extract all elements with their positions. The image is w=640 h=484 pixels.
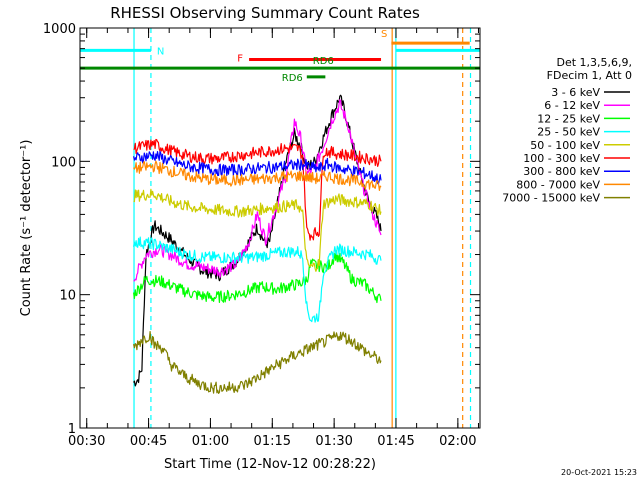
- legend-header-line2: FDecim 1, Att 0: [547, 69, 632, 82]
- y-tick-label-2: 100: [51, 155, 76, 170]
- plot-area: N F S RD6 RD6: [80, 28, 480, 428]
- x-tick-label-5: 01:45: [377, 434, 414, 449]
- annotation-label-2: S: [381, 29, 387, 40]
- legend-label-2: 12 - 25 keV: [537, 112, 600, 125]
- series-line-7: [133, 160, 382, 191]
- axes: 1 10 100 1000 00:30 00:45 01:00 01:15 01:30 01:45…: [43, 22, 480, 449]
- legend-label-7: 800 - 7000 keV: [516, 178, 600, 191]
- x-axis-label: Start Time (12-Nov-12 00:28:22): [164, 457, 376, 472]
- series-line-5: [133, 138, 382, 241]
- y-axis-label: Count Rate (s⁻¹ detector⁻¹): [19, 140, 34, 317]
- footer-timestamp: 20-Oct-2021 15:23: [561, 468, 637, 477]
- x-tick-label-0: 00:30: [68, 434, 105, 449]
- legend-label-4: 50 - 100 keV: [530, 139, 600, 152]
- y-tick-label-3: 1000: [43, 22, 76, 37]
- series-line-3: [133, 236, 382, 323]
- series-line-6: [133, 150, 382, 185]
- annotation-label-4: RD6: [282, 73, 303, 84]
- legend-label-5: 100 - 300 keV: [523, 152, 600, 165]
- legend-label-8: 7000 - 15000 keV: [502, 192, 600, 205]
- series-line-0: [133, 94, 382, 387]
- x-tick-label-3: 01:15: [254, 434, 291, 449]
- legend-label-6: 300 - 800 keV: [523, 165, 600, 178]
- y-tick-label-1: 10: [59, 289, 76, 304]
- legend-header-line1: Det 1,3,5,6,9,: [556, 56, 632, 69]
- legend-label-3: 25 - 50 keV: [537, 126, 600, 139]
- series-line-2: [133, 250, 382, 304]
- x-tick-label-1: 00:45: [130, 434, 167, 449]
- chart-title: RHESSI Observing Summary Count Rates: [110, 4, 420, 22]
- annotation-label-1: F: [237, 54, 243, 65]
- y-tick-label-0: 1: [68, 422, 76, 437]
- x-tick-label-4: 01:30: [315, 434, 352, 449]
- series-line-4: [133, 188, 382, 272]
- legend-label-0: 3 - 6 keV: [551, 86, 600, 99]
- legend-label-1: 6 - 12 keV: [544, 99, 600, 112]
- annotation-label-0: N: [157, 46, 164, 57]
- legend: Det 1,3,5,6,9, FDecim 1, Att 0 3 - 6 keV…: [502, 56, 632, 205]
- plot-frame: [79, 27, 481, 429]
- x-tick-label-2: 01:00: [192, 434, 229, 449]
- series-line-1: [133, 99, 382, 282]
- annotation-label-3: RD6: [313, 56, 334, 67]
- series-line-8: [133, 331, 382, 394]
- x-tick-label-6: 02:00: [439, 434, 476, 449]
